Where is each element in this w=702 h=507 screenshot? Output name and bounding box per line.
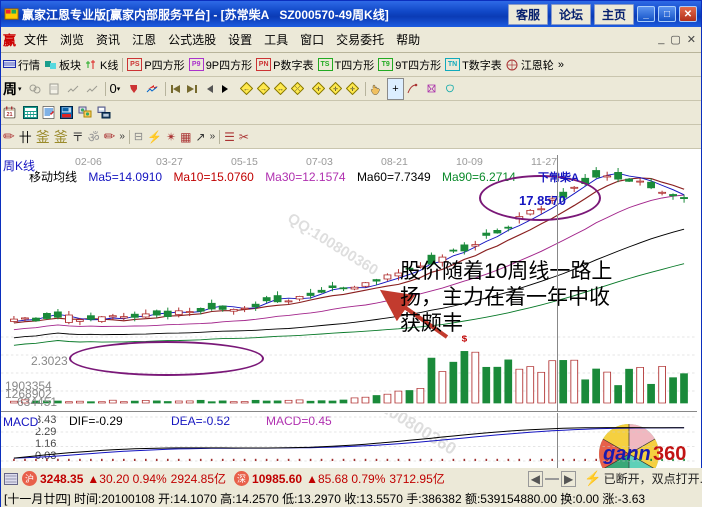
svg-text:⤫: ⤫ — [295, 86, 301, 93]
svg-text:✛: ✛ — [316, 86, 321, 93]
svg-text:✛: ✛ — [333, 86, 338, 93]
svg-text:↔: ↔ — [277, 86, 284, 93]
svg-text:21: 21 — [6, 112, 12, 118]
svg-text:→: → — [260, 86, 267, 93]
svg-text:←: ← — [243, 86, 250, 93]
svg-text:✛: ✛ — [350, 86, 355, 93]
